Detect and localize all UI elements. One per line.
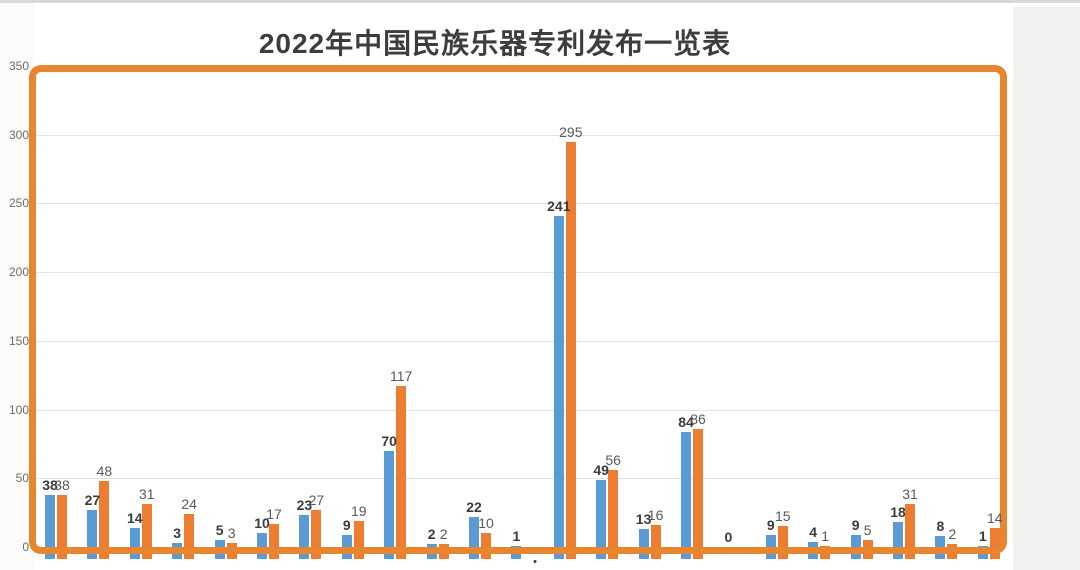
chart-title: 2022年中国民族乐器专利发布一览表 bbox=[258, 28, 732, 59]
gridline-50 bbox=[36, 478, 1000, 480]
bar-blue bbox=[384, 450, 395, 559]
bar-value-label: 14 bbox=[987, 509, 1003, 526]
bar-blue bbox=[681, 431, 691, 559]
bar-value-label: 14 bbox=[127, 509, 143, 526]
y-axis-tick-label: 50 bbox=[15, 471, 29, 486]
bar-orange bbox=[693, 428, 703, 559]
y-axis-tick-label: 350 bbox=[8, 59, 29, 73]
bar-blue bbox=[257, 533, 267, 559]
left-margin bbox=[0, 3, 34, 570]
bar-value-label: 1 bbox=[821, 527, 830, 544]
bar-value-label: 84 bbox=[678, 413, 694, 430]
bar-blue bbox=[596, 479, 607, 559]
bar-value-label: 2 bbox=[439, 526, 448, 543]
bar-blue bbox=[45, 494, 55, 559]
bar-value-label: 48 bbox=[96, 463, 113, 480]
bar-orange bbox=[608, 470, 619, 559]
bar-value-label: 9 bbox=[851, 516, 860, 533]
bar-value-label: 13 bbox=[635, 511, 652, 528]
bar-orange bbox=[777, 526, 788, 559]
bar-value-label: 5 bbox=[863, 522, 872, 539]
bar-value-label: 8 bbox=[936, 518, 945, 534]
bar-blue bbox=[765, 534, 776, 559]
bar-blue bbox=[553, 215, 564, 559]
y-axis-tick-label: 250 bbox=[8, 196, 29, 211]
bar-value-label: 295 bbox=[559, 123, 583, 140]
bar-orange bbox=[311, 509, 322, 559]
bar-blue bbox=[850, 534, 861, 559]
bar-orange bbox=[905, 504, 915, 559]
bar-value-label: 2 bbox=[948, 526, 957, 543]
bar-value-label: 56 bbox=[605, 452, 621, 469]
bar-blue bbox=[87, 509, 98, 559]
bar-orange bbox=[650, 525, 661, 559]
bar-value-label: 3 bbox=[173, 524, 182, 541]
bar-value-label: 18 bbox=[890, 504, 906, 521]
bar-blue bbox=[299, 515, 310, 559]
bar-orange bbox=[481, 533, 491, 559]
bar-value-label: 241 bbox=[547, 197, 571, 214]
bar-value-label: 3 bbox=[227, 524, 236, 541]
bar-value-label: 31 bbox=[139, 486, 155, 503]
bar-blue bbox=[638, 529, 649, 559]
bar-value-label: 38 bbox=[54, 476, 70, 493]
y-axis-tick-label: 150 bbox=[8, 333, 29, 348]
y-axis-tick-label: 200 bbox=[8, 265, 29, 280]
bar-value-label: 9 bbox=[342, 516, 351, 533]
bar-value-label: 22 bbox=[466, 498, 482, 515]
bar-value-label: 27 bbox=[308, 491, 325, 508]
bar-blue bbox=[893, 522, 903, 559]
bar-value-label: 9 bbox=[766, 516, 775, 533]
gridline-300 bbox=[36, 134, 1000, 136]
bar-value-label: 49 bbox=[593, 461, 609, 478]
bar-value-label: 10 bbox=[254, 515, 270, 532]
bar-value-label: 1 bbox=[512, 527, 521, 544]
y-axis-tick-label: 300 bbox=[8, 127, 29, 142]
bar-value-label: 27 bbox=[84, 491, 101, 508]
bar-value-label: 5 bbox=[215, 522, 224, 539]
gridline-200 bbox=[36, 272, 1000, 274]
bar-value-label: 23 bbox=[296, 497, 313, 514]
bar-value-label: 24 bbox=[181, 496, 197, 513]
bar-value-label: 70 bbox=[381, 432, 397, 449]
bar-orange bbox=[141, 504, 152, 559]
bar-blue bbox=[341, 534, 352, 559]
bar-orange bbox=[99, 481, 110, 559]
window-top-edge bbox=[0, 0, 1080, 3]
right-background-panel bbox=[1013, 7, 1080, 570]
bar-orange bbox=[57, 494, 67, 559]
bar-orange bbox=[396, 386, 407, 559]
bar-value-label: 10 bbox=[478, 515, 494, 532]
gridline-100 bbox=[36, 409, 1000, 411]
bar-orange bbox=[269, 523, 279, 559]
x-axis-label-fragment: • bbox=[533, 556, 537, 568]
bar-blue bbox=[469, 516, 479, 559]
y-axis-tick-label: 0 bbox=[22, 540, 29, 554]
gridline-150 bbox=[36, 340, 1000, 342]
bar-value-label: 4 bbox=[809, 523, 818, 540]
bar-value-label: 86 bbox=[690, 410, 706, 427]
bar-value-label: 15 bbox=[775, 508, 791, 525]
bar-blue bbox=[129, 527, 140, 559]
bar-value-label: 0 bbox=[724, 529, 733, 545]
plot-border bbox=[29, 65, 1007, 554]
bar-value-label: 117 bbox=[390, 368, 413, 385]
gridline-250 bbox=[36, 203, 1000, 205]
bar-value-label: 17 bbox=[266, 505, 282, 522]
bar-orange bbox=[565, 141, 576, 559]
bar-orange bbox=[989, 527, 1000, 559]
bar-orange bbox=[353, 520, 364, 559]
bar-value-label: 31 bbox=[902, 486, 918, 503]
bar-value-label: 1 bbox=[978, 527, 987, 544]
bar-orange bbox=[184, 514, 195, 559]
bar-value-label: 19 bbox=[351, 502, 367, 519]
y-axis-tick-label: 100 bbox=[8, 402, 29, 417]
bar-value-label: 38 bbox=[42, 476, 58, 493]
bar-value-label: 16 bbox=[647, 507, 664, 523]
bar-value-label: 2 bbox=[427, 526, 436, 543]
